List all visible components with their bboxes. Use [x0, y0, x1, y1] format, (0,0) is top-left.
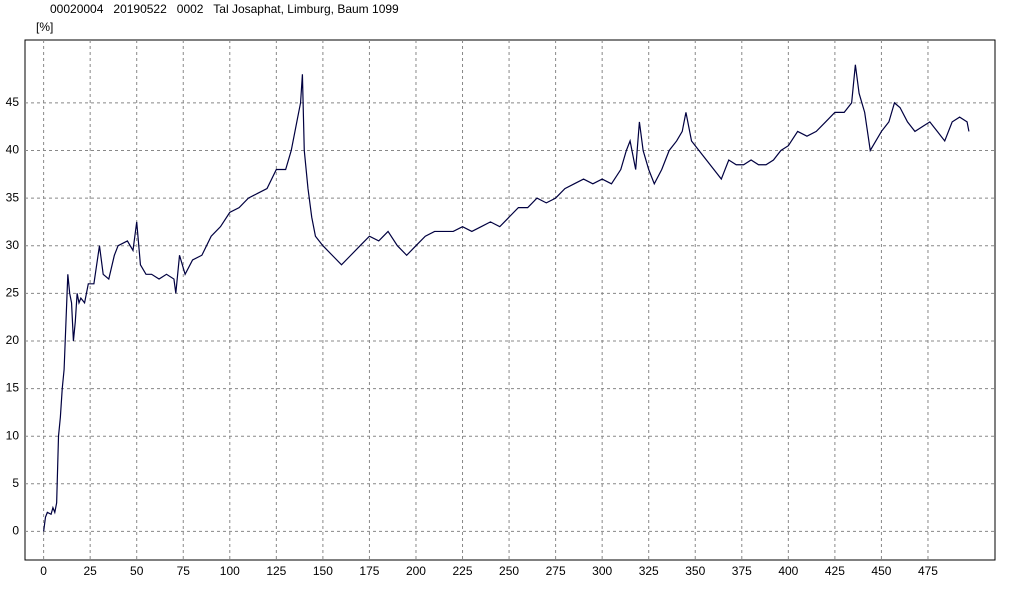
y-tick-label: 10: [6, 428, 20, 442]
x-tick-label: 325: [639, 564, 659, 578]
data-line: [43, 64, 970, 532]
x-tick-label: 425: [825, 564, 845, 578]
x-tick-label: 0: [40, 564, 47, 578]
x-tick-label: 250: [499, 564, 519, 578]
y-tick-label: 35: [6, 190, 20, 204]
y-tick-label: 15: [6, 381, 20, 395]
y-tick-label: 30: [6, 238, 20, 252]
plot-area: [24, 39, 996, 561]
y-tick-label: 0: [12, 524, 19, 538]
x-tick-label: 200: [406, 564, 426, 578]
x-tick-label: 225: [453, 564, 473, 578]
x-tick-label: 400: [778, 564, 798, 578]
y-axis-label: [%]: [36, 20, 53, 34]
x-tick-label: 150: [313, 564, 333, 578]
y-tick-label: 40: [6, 143, 20, 157]
x-tick-label: 275: [546, 564, 566, 578]
x-tick-label: 50: [130, 564, 144, 578]
x-tick-label: 175: [359, 564, 379, 578]
y-tick-label: 20: [6, 333, 20, 347]
x-tick-label: 350: [685, 564, 705, 578]
x-tick-label: 25: [83, 564, 97, 578]
x-tick-label: 100: [220, 564, 240, 578]
y-tick-label: 25: [6, 286, 20, 300]
x-tick-label: 125: [266, 564, 286, 578]
x-tick-label: 300: [592, 564, 612, 578]
x-tick-label: 475: [918, 564, 938, 578]
y-tick-label: 5: [12, 476, 19, 490]
x-tick-label: 450: [871, 564, 891, 578]
y-tick-label: 45: [6, 95, 20, 109]
x-tick-label: 75: [177, 564, 191, 578]
x-tick-label: 375: [732, 564, 752, 578]
chart-title: 00020004 20190522 0002 Tal Josaphat, Lim…: [50, 2, 399, 16]
